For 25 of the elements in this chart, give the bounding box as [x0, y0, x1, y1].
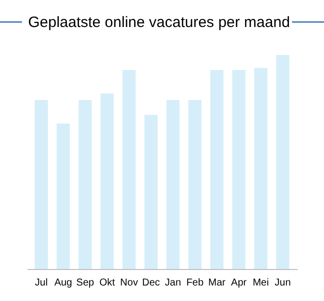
- x-tick-label: Dec: [142, 278, 160, 288]
- bar: [34, 100, 48, 269]
- bar: [56, 123, 70, 269]
- x-tick-label: Okt: [99, 278, 116, 288]
- x-tick-label: Nov: [120, 278, 138, 288]
- chart-title: Geplaatste online vacatures per maand: [28, 14, 290, 31]
- x-tick-label: Jun: [274, 278, 291, 288]
- x-tick-label: Mei: [252, 278, 269, 288]
- bar: [232, 70, 246, 269]
- bar: [144, 114, 158, 269]
- x-tick-label: Apr: [231, 278, 248, 288]
- bar: [100, 94, 114, 269]
- x-tick-label: Mar: [208, 278, 226, 288]
- bar: [188, 100, 202, 269]
- bar: [166, 100, 180, 269]
- bar: [210, 70, 224, 269]
- x-tick-label: Jul: [34, 278, 48, 288]
- x-tick-label: Sep: [76, 278, 95, 288]
- x-tick-label: Feb: [186, 278, 204, 288]
- x-tick-label: Aug: [54, 278, 72, 288]
- bar: [254, 68, 268, 269]
- bar: [78, 100, 92, 269]
- x-tick-label: Jan: [164, 278, 182, 288]
- bar: [276, 55, 290, 269]
- bar: [122, 70, 136, 269]
